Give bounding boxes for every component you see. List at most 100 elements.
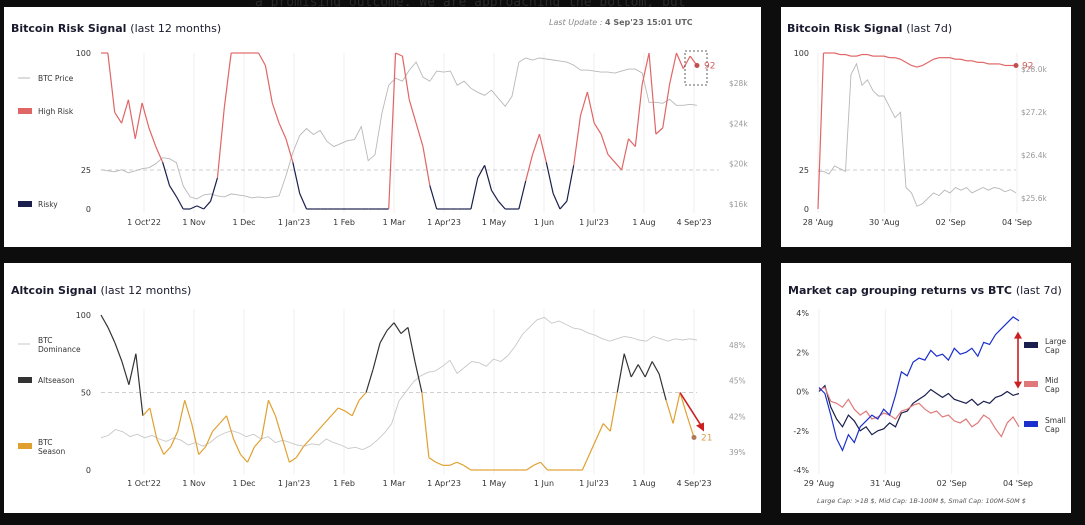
risk-signal-line <box>223 52 232 108</box>
mcap-x-tick: 02 'Sep <box>937 479 967 488</box>
risk-signal-line <box>682 55 691 69</box>
risk-signal-line <box>545 162 554 194</box>
risk-signal-line <box>579 91 588 116</box>
risk-signal-line <box>525 154 534 182</box>
altcoin-signal-line <box>233 438 242 455</box>
alt-signal-arrowhead <box>696 422 704 432</box>
altcoin-signal-line <box>198 446 207 455</box>
altcoin-signal-line <box>463 464 472 471</box>
risk-signal-line <box>634 84 643 147</box>
altcoin-signal-line <box>107 327 116 344</box>
risk-signal-line <box>573 115 582 166</box>
btc-risk-12m-subtitle: (last 12 months) <box>130 22 222 35</box>
altcoin-signal-line <box>149 407 158 440</box>
alt-signal-end-label: 21 <box>701 433 712 443</box>
mcap-x-tick: 04 'Sep <box>1003 479 1033 488</box>
risk-signal-line <box>538 133 547 163</box>
btc-risk-7d-x-tick: 28 'Aug <box>803 218 834 227</box>
mcap-y-tick: -4% <box>793 466 809 475</box>
btc-risk-12m-x-tick: 1 Apr'23 <box>427 218 461 227</box>
btc-risk-7d-x-tick: 30 'Aug <box>869 218 900 227</box>
btc-risk-12m-title: Bitcoin Risk Signal (last 12 months) <box>11 22 221 35</box>
risk-signal-line <box>155 146 164 163</box>
risk-signal-line <box>114 111 123 124</box>
risk-signal-line <box>285 138 294 163</box>
mcap-legend-swatch <box>1024 381 1038 387</box>
risk-7d-end-marker <box>1013 62 1019 68</box>
mcap-series-line-0 <box>818 384 1020 436</box>
altcoin-signal-line <box>219 415 228 424</box>
btc-price-line <box>100 57 698 200</box>
altcoin-signal-line <box>135 353 144 416</box>
altcoin-signal-line <box>156 438 165 455</box>
altcoin-signal-line <box>372 342 381 370</box>
altcoin-signal-line <box>240 454 248 463</box>
alt-signal-y-right-tick: 42% <box>729 412 746 421</box>
risk-signal-line <box>127 99 136 139</box>
risk-signal-line <box>271 102 280 124</box>
alt-signal-legend-label: BTC Dominance <box>38 336 81 354</box>
altcoin-signal-line <box>456 461 465 466</box>
btc-risk-12m-y-right-tick: $16k <box>729 200 748 209</box>
risk-signal-line <box>497 200 506 210</box>
risk-signal-7d-line <box>971 60 978 63</box>
risk-signal-7d-line <box>927 58 934 63</box>
btc-price-7d-line <box>818 62 1017 207</box>
btc-risk-12m-title-main: Bitcoin Risk Signal <box>11 22 127 35</box>
alt-signal-x-tick: 1 Apr'23 <box>427 479 461 488</box>
alt-signal-y-tick: 50 <box>81 389 91 398</box>
altcoin-signal-line <box>309 430 318 440</box>
risk-signal-line <box>662 84 671 128</box>
altcoin-signal-line <box>400 326 409 335</box>
altcoin-signal-line <box>672 392 681 424</box>
alt-signal-legend-label: BTC Season <box>38 438 65 456</box>
risk-signal-line <box>675 52 684 69</box>
risk-signal-line <box>628 138 636 147</box>
altcoin-signal-line <box>281 438 290 463</box>
risk-signal-line <box>429 185 438 210</box>
alt-signal-subtitle: (last 12 months) <box>100 284 192 297</box>
btc-risk-7d-y-right-tick: $26.4k <box>1021 151 1047 160</box>
risk-signal-line <box>216 107 225 178</box>
alt-signal-legend-swatch <box>18 443 32 449</box>
risk-signal-line <box>470 177 479 210</box>
altcoin-signal-line <box>679 392 688 416</box>
btc-risk-12m-x-tick: 1 Nov <box>182 218 206 227</box>
risk-signal-line <box>210 177 219 202</box>
altcoin-signal-line <box>365 369 374 393</box>
mcap-y-tick: 0% <box>796 388 809 397</box>
btc-risk-12m-x-tick: 1 Dec <box>232 218 255 227</box>
alt-signal-x-tick: 1 May <box>482 479 506 488</box>
risk-signal-line <box>655 127 664 135</box>
altcoin-signal-line <box>379 330 388 344</box>
mcap-x-tick: 31 'Aug <box>870 479 901 488</box>
alt-signal-x-tick: 1 Feb <box>333 479 355 488</box>
alt-signal-y-tick: 100 <box>76 311 91 320</box>
altcoin-signal-line <box>142 407 151 417</box>
risk-signal-line <box>134 102 143 139</box>
alt-signal-y-right-tick: 45% <box>729 377 746 386</box>
altcoin-signal-line <box>246 446 256 463</box>
mcap-y-tick: 4% <box>796 309 809 318</box>
btc-risk-12m-legend-label: Risky <box>38 200 58 209</box>
altcoin-signal-line <box>177 400 186 432</box>
altcoin-signal-line <box>651 361 660 375</box>
altcoin-signal-line <box>267 400 276 416</box>
btc-dominance-line <box>100 316 698 451</box>
btc-risk-7d-subtitle: (last 7d) <box>906 22 953 35</box>
risk-signal-line <box>168 185 177 197</box>
altcoin-signal-line <box>609 392 618 432</box>
last-update-value: 4 Sep'23 15:01 UTC <box>604 18 693 27</box>
btc-risk-7d-y-right-tick: $25.6k <box>1021 194 1047 203</box>
btc-risk-12m-chart: 1 Oct'22 1 Nov 1 Dec 1 Jan'23 1 Feb 1 Mar 1 Ap… <box>18 49 748 227</box>
risk-signal-line <box>477 165 486 179</box>
btc-risk-7d-x-tick: 04 'Sep <box>1002 218 1032 227</box>
risk-signal-7d-line <box>922 61 929 67</box>
risk-signal-line <box>141 102 150 129</box>
altcoin-signal-line <box>428 457 437 463</box>
altcoin-signal-line <box>330 407 339 417</box>
risk-signal-line <box>518 180 527 210</box>
altcoin-signal-line <box>184 400 193 424</box>
risk-signal-line <box>196 205 205 210</box>
mcap-legend-swatch <box>1024 421 1038 427</box>
